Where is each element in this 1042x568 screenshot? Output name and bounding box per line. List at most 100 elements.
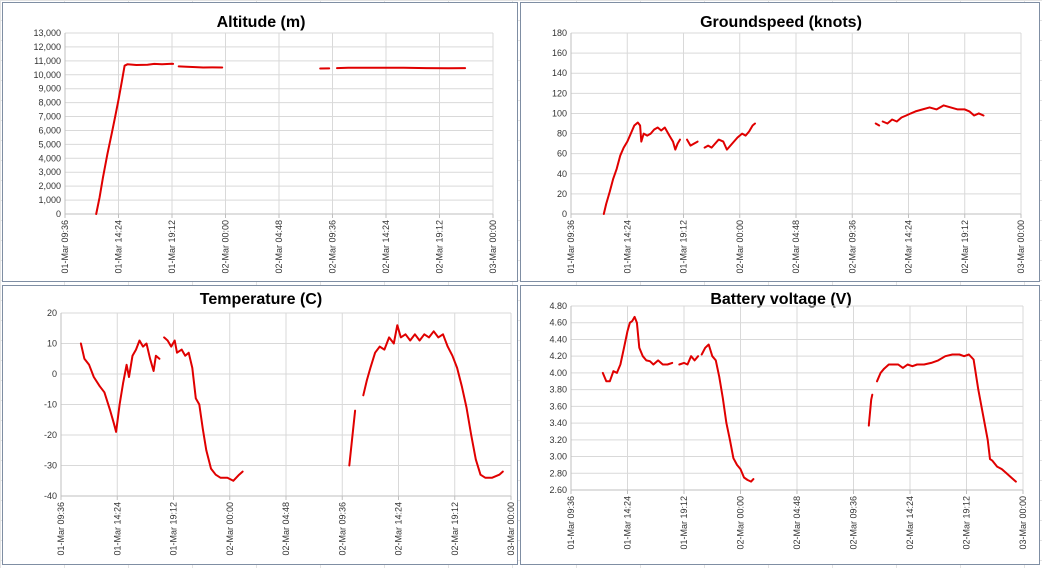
y-tick-label: 20	[47, 308, 57, 318]
y-tick-label: 12,000	[33, 42, 61, 52]
x-tick-label: 02-Mar 00:00	[736, 496, 746, 550]
x-tick-label: 02-Mar 04:48	[281, 502, 291, 556]
series-line-segment	[95, 62, 175, 215]
series-line-segment	[867, 393, 874, 427]
altitude-chart-panel[interactable]: Altitude (m) 0 1,000 2,000 3,000 4,000 5,000 6,…	[2, 2, 518, 282]
y-tick-label: 180	[552, 28, 567, 38]
series-line-segment	[876, 353, 1017, 483]
x-tick-label: 02-Mar 09:36	[847, 220, 857, 274]
y-tick-label: 10,000	[33, 70, 61, 80]
y-tick-label: 3.80	[549, 385, 567, 395]
groundspeed-chart: Groundspeed (knots) 0 20 40 60 80 100 120 140 160…	[552, 14, 1026, 274]
series-line-segment	[602, 121, 681, 215]
x-tick-label: 01-Mar 19:12	[169, 502, 179, 556]
series-line-segment	[700, 343, 755, 483]
x-tick-label: 01-Mar 14:24	[623, 496, 633, 550]
chart-title: Altitude (m)	[217, 14, 306, 31]
y-tick-label: 13,000	[33, 28, 61, 38]
y-tick-label: 11,000	[34, 56, 61, 66]
x-tick-label: 02-Mar 00:00	[225, 502, 235, 556]
series-line-segment	[177, 65, 224, 69]
y-tick-label: -30	[44, 461, 57, 471]
x-tick-label: 01-Mar 19:12	[679, 496, 689, 550]
y-tick-label: 3.60	[549, 401, 567, 411]
y-tick-label: 4.80	[549, 301, 567, 311]
series-line-segment	[163, 336, 244, 482]
y-tick-label: 4.60	[549, 318, 567, 328]
battery-voltage-chart-panel[interactable]: Battery voltage (V) 2.60 2.80 3.00 3.20 3.40 3…	[520, 285, 1040, 565]
x-tick-label: 02-Mar 14:24	[905, 496, 915, 550]
x-tick-label: 02-Mar 09:36	[337, 502, 347, 556]
groundspeed-chart-panel[interactable]: Groundspeed (knots) 0 20 40 60 80 100 120 140 160…	[520, 2, 1040, 282]
temperature-chart-panel[interactable]: Temperature (C) -40 -30 -20 -10 0 10 20 01-Mar 0…	[2, 285, 518, 565]
x-tick-label: 02-Mar 04:48	[791, 220, 801, 274]
series-line-segment	[874, 122, 881, 127]
x-tick-label: 02-Mar 14:24	[381, 220, 391, 274]
y-tick-label: 5,000	[38, 139, 61, 149]
x-tick-label: 01-Mar 14:24	[114, 220, 124, 274]
chart-title: Groundspeed (knots)	[700, 14, 862, 31]
y-tick-label: 0	[56, 209, 61, 219]
temperature-chart: Temperature (C) -40 -30 -20 -10 0 10 20 01-Mar 0…	[44, 291, 516, 556]
x-tick-label: 01-Mar 14:24	[112, 502, 122, 556]
y-tick-label: 3.40	[549, 418, 567, 428]
x-tick-label: 03-Mar 00:00	[1018, 496, 1028, 550]
y-tick-label: 140	[552, 68, 567, 78]
x-tick-label: 02-Mar 04:48	[792, 496, 802, 550]
y-tick-label: 3,000	[38, 167, 61, 177]
y-tick-label: 7,000	[38, 112, 61, 122]
x-tick-label: 02-Mar 14:24	[394, 502, 404, 556]
series-line-segment	[79, 339, 161, 433]
y-tick-label: 6,000	[38, 125, 61, 135]
x-tick-label: 02-Mar 14:24	[904, 220, 914, 274]
y-tick-label: 120	[552, 88, 567, 98]
battery-voltage-chart: Battery voltage (V) 2.60 2.80 3.00 3.20 3.40 3…	[549, 291, 1028, 550]
y-tick-label: -20	[44, 430, 57, 440]
series-line-segment	[686, 138, 699, 147]
series-line-segment	[336, 66, 467, 70]
series-line-segment	[678, 355, 700, 366]
altitude-chart: Altitude (m) 0 1,000 2,000 3,000 4,000 5,000 6,…	[33, 14, 498, 274]
y-tick-label: 1,000	[38, 195, 61, 205]
x-tick-label: 02-Mar 00:00	[221, 220, 231, 274]
y-tick-label: 0	[52, 369, 57, 379]
series-line-segment	[362, 324, 504, 479]
x-tick-label: 02-Mar 00:00	[735, 220, 745, 274]
x-tick-label: 02-Mar 09:36	[849, 496, 859, 550]
x-tick-label: 02-Mar 09:36	[328, 220, 338, 274]
x-tick-label: 01-Mar 09:36	[566, 496, 576, 550]
x-tick-label: 01-Mar 09:36	[566, 220, 576, 274]
series-line-segment	[703, 122, 756, 151]
x-tick-label: 01-Mar 09:36	[60, 220, 70, 274]
chart-title: Temperature (C)	[200, 291, 322, 308]
x-tick-label: 03-Mar 00:00	[1016, 220, 1026, 274]
y-tick-label: 60	[557, 149, 567, 159]
y-tick-label: 9,000	[38, 84, 61, 94]
chart-title: Battery voltage (V)	[710, 291, 851, 308]
x-tick-label: 01-Mar 14:24	[622, 220, 632, 274]
y-tick-label: 100	[552, 108, 567, 118]
x-tick-label: 02-Mar 19:12	[450, 502, 460, 556]
y-tick-label: 2.80	[549, 468, 567, 478]
x-tick-label: 01-Mar 19:12	[679, 220, 689, 274]
y-tick-label: 4.20	[549, 351, 567, 361]
x-tick-label: 01-Mar 19:12	[167, 220, 177, 274]
x-tick-label: 01-Mar 09:36	[56, 502, 66, 556]
y-tick-label: 40	[557, 169, 567, 179]
y-tick-label: 4,000	[38, 153, 61, 163]
y-tick-label: 10	[47, 339, 57, 349]
y-tick-label: 80	[557, 129, 567, 139]
y-tick-label: 3.00	[549, 452, 567, 462]
y-tick-label: -40	[44, 491, 57, 501]
series-line-segment	[601, 315, 674, 383]
series-line-segment	[348, 409, 357, 467]
x-tick-label: 02-Mar 04:48	[274, 220, 284, 274]
y-tick-label: 160	[552, 48, 567, 58]
y-tick-label: -10	[44, 400, 57, 410]
x-tick-label: 03-Mar 00:00	[506, 502, 516, 556]
x-tick-label: 02-Mar 19:12	[962, 496, 972, 550]
y-tick-label: 4.00	[549, 368, 567, 378]
x-tick-label: 02-Mar 19:12	[960, 220, 970, 274]
y-tick-label: 20	[557, 189, 567, 199]
y-tick-label: 2,000	[38, 181, 61, 191]
